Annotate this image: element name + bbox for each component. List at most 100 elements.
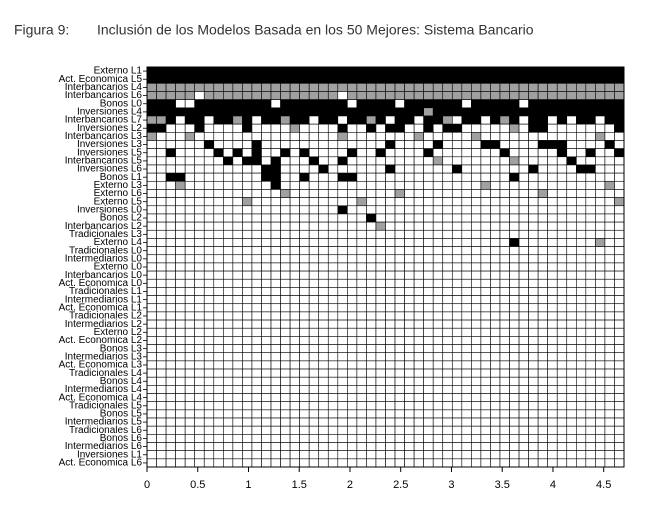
- cell: [318, 246, 329, 256]
- cell: [394, 287, 405, 296]
- cell: [432, 401, 444, 411]
- cell: [547, 278, 558, 288]
- cell: [604, 229, 615, 239]
- cell: [308, 417, 320, 427]
- cell: [423, 376, 434, 386]
- cell: [537, 91, 548, 100]
- cell: [289, 303, 300, 313]
- cell: [575, 189, 587, 198]
- cell: [299, 246, 310, 256]
- cell: [375, 83, 386, 92]
- cell: [509, 148, 520, 158]
- cell: [537, 434, 548, 443]
- row-label: Bonos L6: [100, 433, 143, 444]
- cell: [146, 311, 157, 321]
- cell: [480, 180, 491, 190]
- cell: [299, 376, 310, 386]
- cell: [499, 344, 510, 354]
- cell: [327, 450, 339, 460]
- cell: [156, 180, 167, 190]
- cell: [518, 401, 529, 411]
- cell: [547, 213, 558, 223]
- cell: [156, 336, 167, 345]
- cell: [404, 417, 415, 427]
- cell: [232, 132, 243, 141]
- cell: [614, 164, 625, 174]
- cell: [347, 360, 358, 370]
- cell: [423, 442, 434, 451]
- cell: [203, 140, 215, 149]
- cell: [327, 319, 339, 329]
- cell: [566, 107, 577, 117]
- cell: [165, 123, 176, 133]
- cell: [318, 417, 329, 427]
- cell: [356, 197, 367, 207]
- cell: [251, 262, 262, 272]
- cell: [575, 278, 587, 288]
- cell: [213, 401, 224, 411]
- cell: [251, 238, 262, 247]
- cell: [232, 344, 243, 354]
- row-label: Interbancarios L6: [65, 90, 143, 101]
- cell: [518, 368, 529, 378]
- cell: [547, 107, 558, 117]
- cell: [318, 172, 329, 182]
- cell: [547, 303, 558, 313]
- cell: [347, 344, 358, 354]
- cell: [413, 83, 424, 92]
- cell: [184, 238, 196, 247]
- cell: [614, 352, 625, 362]
- cell: [366, 303, 377, 313]
- cell: [442, 83, 453, 92]
- cell: [490, 180, 501, 190]
- cell: [490, 295, 501, 305]
- cell: [175, 238, 186, 247]
- cell: [585, 140, 596, 149]
- cell: [423, 197, 434, 207]
- cell: [404, 83, 415, 92]
- cell: [280, 197, 291, 207]
- cell: [146, 148, 157, 158]
- cell: [509, 344, 520, 354]
- cell: [442, 99, 453, 109]
- cell: [327, 238, 339, 247]
- cell: [203, 123, 215, 133]
- row-label: Interbancarios L3: [65, 131, 143, 142]
- row-label: Bonos L2: [100, 213, 143, 224]
- cell: [585, 99, 596, 109]
- cell: [337, 327, 348, 337]
- cell: [614, 156, 625, 166]
- cell: [156, 221, 167, 231]
- cell: [146, 180, 157, 190]
- cell: [308, 401, 320, 411]
- cell: [537, 409, 548, 419]
- cell: [270, 140, 281, 149]
- cell: [575, 91, 587, 100]
- cell: [471, 319, 482, 329]
- cell: [356, 180, 367, 190]
- cell: [223, 393, 234, 402]
- cell: [356, 83, 367, 92]
- cell: [595, 99, 606, 109]
- cell: [375, 352, 386, 362]
- cell: [566, 401, 577, 411]
- cell: [232, 115, 243, 125]
- cell: [566, 385, 577, 394]
- cell: [547, 148, 558, 158]
- cell: [165, 376, 176, 386]
- cell: [442, 319, 453, 329]
- cell: [146, 287, 157, 296]
- cell: [480, 278, 491, 288]
- cell: [184, 278, 196, 288]
- cell: [423, 425, 434, 435]
- cell: [280, 132, 291, 141]
- cell: [289, 229, 300, 239]
- cell: [528, 360, 539, 370]
- row-label: Interbancarios L7: [65, 115, 143, 126]
- cell: [242, 336, 253, 345]
- cell: [566, 189, 577, 198]
- cell: [223, 148, 234, 158]
- cell: [318, 74, 329, 84]
- cell: [614, 417, 625, 427]
- cell: [547, 442, 558, 451]
